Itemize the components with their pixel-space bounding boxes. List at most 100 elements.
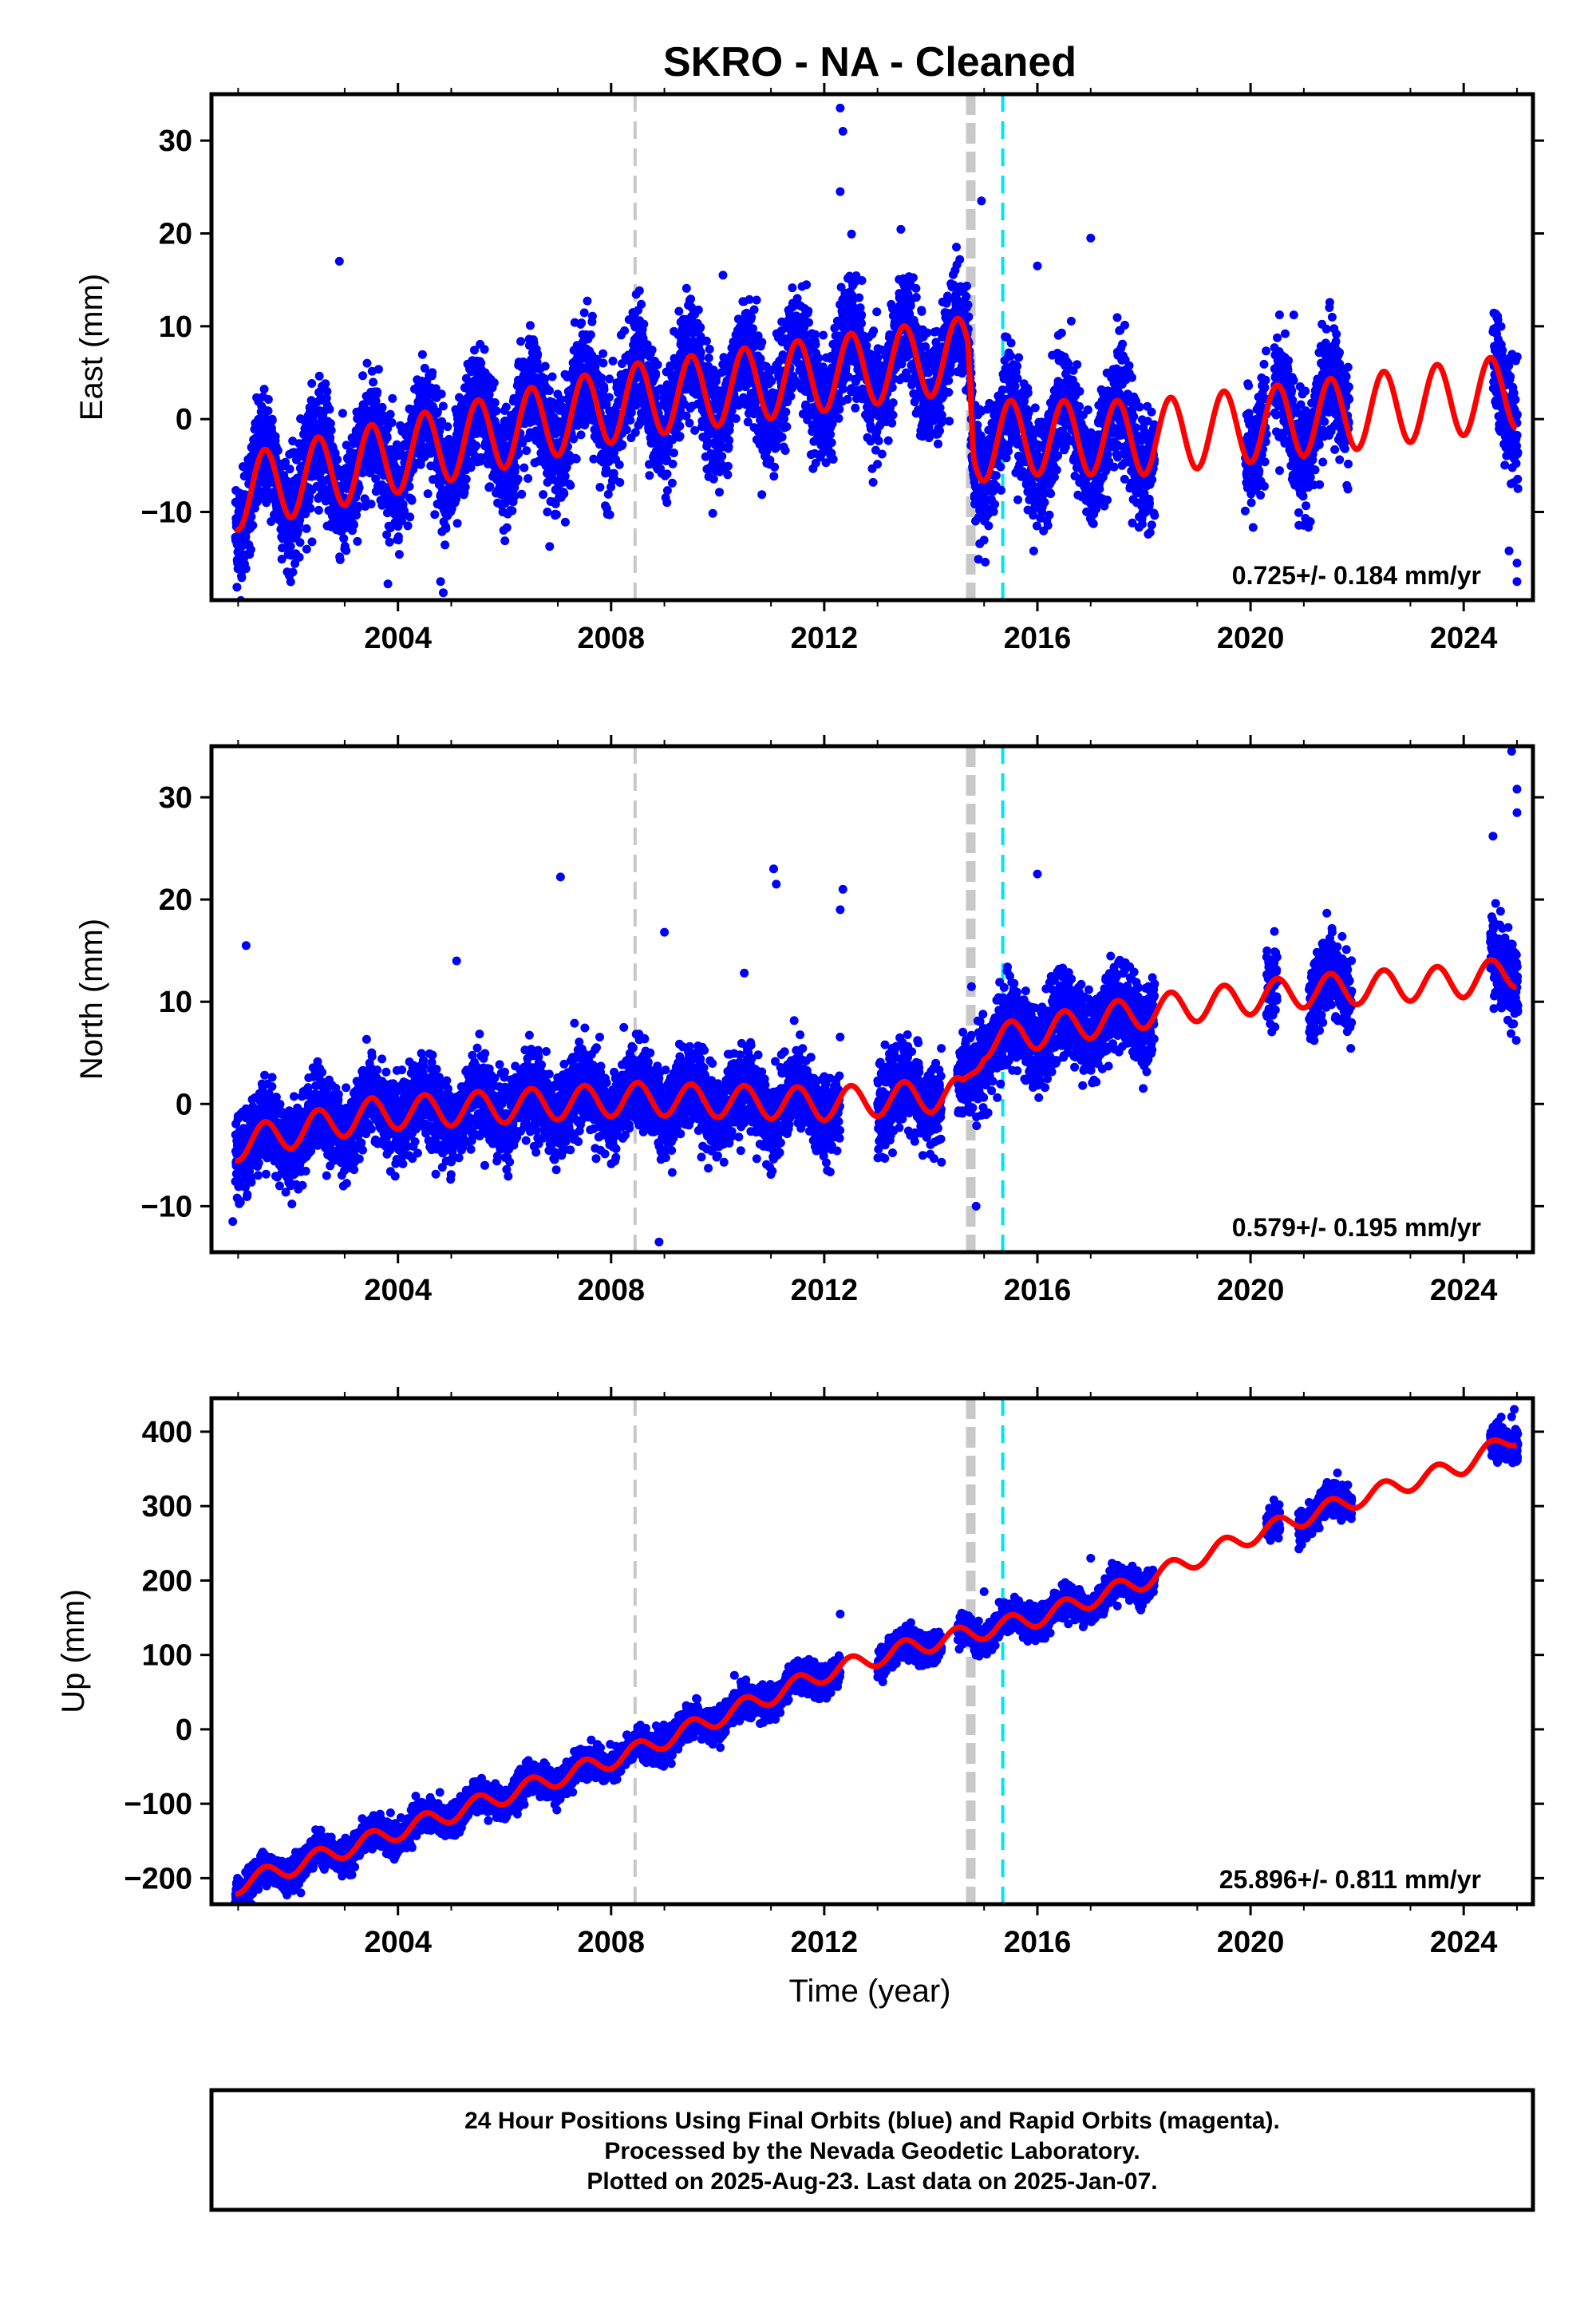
data-point [847,229,856,239]
data-point [577,318,587,328]
data-point [517,489,527,499]
data-point [259,385,269,394]
data-point [443,422,452,432]
data-point [382,530,392,539]
data-point [314,371,324,381]
data-point [547,372,557,381]
data-point [273,446,282,455]
data-point [540,362,550,371]
data-point [705,345,714,354]
data-point [385,409,395,419]
data-point [508,506,517,516]
data-point [400,506,409,516]
data-point [393,532,403,541]
data-point [560,472,570,481]
data-point [282,605,291,614]
data-point [373,365,383,374]
data-point [653,360,662,370]
data-point [237,573,247,583]
data-point [358,371,368,381]
data-point [780,446,790,455]
data-point [647,346,657,354]
data-point [472,441,481,450]
data-point [382,433,392,442]
data-point [757,490,767,500]
data-point [723,470,733,480]
data-point [598,349,608,358]
data-point [405,482,414,491]
data-point [674,306,684,316]
data-point [286,542,295,551]
data-point [675,432,685,441]
data-point [388,393,397,403]
data-point [516,337,526,346]
data-point [874,436,883,445]
data-point [383,579,393,589]
data-point [267,517,276,526]
data-point [839,384,847,393]
data-point [819,330,828,340]
data-point [306,504,315,513]
data-point [855,293,864,302]
data-point [620,326,630,335]
data-point [887,418,897,428]
data-point [321,379,330,389]
data-point [704,354,713,362]
data-point [911,293,921,302]
data-point [339,534,349,543]
data-point [539,490,548,500]
data-point [804,318,813,327]
data-point [896,224,906,234]
data-point [725,436,734,445]
data-point [551,499,560,508]
data-point [811,330,820,339]
data-point [461,474,471,484]
data-point [509,393,519,403]
data-point [955,255,965,264]
data-point [935,426,944,436]
data-point [371,474,381,484]
daily-positions [231,103,1523,614]
data-point [873,460,883,469]
data-point [782,422,792,432]
data-point [788,283,797,293]
data-point [267,416,277,425]
data-point [639,319,649,329]
data-point [945,417,954,426]
data-point [241,564,251,574]
data-point [294,526,302,536]
data-point [757,338,767,347]
data-point [651,369,661,378]
data-point [615,478,625,487]
data-point [543,508,552,516]
data-point [441,524,451,533]
data-point [335,555,345,564]
data-point [476,358,486,368]
data-point [302,524,311,533]
data-point [248,520,258,530]
data-point [325,405,334,414]
data-point [911,283,921,293]
data-point [545,542,555,551]
data-point [686,294,696,304]
data-point [669,449,678,457]
data-point [888,398,898,408]
data-point [326,419,335,429]
data-point [598,358,608,368]
figure-title: SKRO - NA - Cleaned [663,39,1077,85]
data-point [917,306,926,316]
data-point [292,455,301,464]
data-point [326,433,335,442]
data-point [944,388,954,397]
data-point [452,519,462,528]
data-point [685,418,694,428]
data-point [944,376,954,385]
data-point [605,510,614,520]
data-point [747,313,757,322]
data-point [322,387,332,396]
data-point [662,498,672,508]
data-point [769,472,779,481]
data-point [247,512,256,521]
data-point [571,454,581,464]
data-point [696,347,705,357]
